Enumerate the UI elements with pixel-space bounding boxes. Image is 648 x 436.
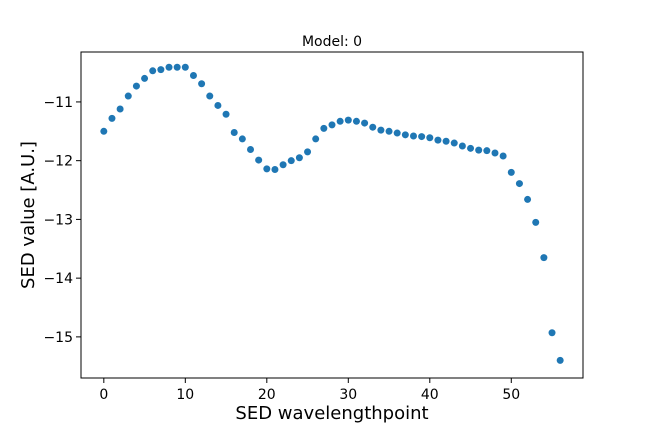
- data-point: [189, 72, 197, 79]
- data-point: [524, 195, 532, 203]
- data-point: [214, 101, 222, 109]
- data-point: [271, 165, 279, 173]
- y-tick-label: −13: [43, 212, 73, 228]
- data-point: [108, 114, 116, 122]
- y-tick-label: −12: [43, 154, 73, 170]
- data-point: [434, 136, 442, 144]
- x-tick-label: 20: [258, 387, 276, 403]
- y-axis-label: SED value [A.U.]: [18, 141, 39, 289]
- data-point: [149, 67, 157, 75]
- data-point: [475, 146, 483, 154]
- data-point: [165, 63, 173, 71]
- data-point: [385, 127, 393, 135]
- data-point: [100, 127, 108, 135]
- plot-frame: [80, 51, 584, 379]
- data-point: [206, 92, 214, 100]
- data-point: [238, 135, 246, 143]
- data-point: [116, 105, 124, 113]
- data-point: [499, 152, 507, 160]
- data-point: [409, 132, 417, 140]
- data-point: [540, 254, 548, 262]
- data-point: [548, 329, 556, 337]
- data-point: [450, 139, 458, 147]
- data-point: [263, 165, 271, 173]
- data-point: [507, 168, 515, 176]
- y-tick-label: −11: [43, 95, 73, 111]
- data-point: [467, 144, 475, 152]
- data-point: [426, 134, 434, 142]
- data-point: [141, 74, 149, 82]
- data-point: [377, 126, 385, 134]
- data-point: [255, 156, 263, 164]
- x-axis: 0 10 20 30 40 50: [99, 378, 520, 403]
- data-point: [181, 63, 189, 71]
- data-point: [320, 124, 328, 132]
- data-point: [532, 218, 540, 226]
- data-point: [173, 63, 181, 71]
- data-point: [458, 142, 466, 150]
- data-point: [198, 80, 206, 88]
- data-points: [100, 63, 564, 364]
- data-point: [312, 135, 320, 143]
- data-point: [336, 117, 344, 125]
- data-point: [515, 180, 523, 188]
- x-tick-label: 30: [339, 387, 357, 403]
- data-point: [247, 146, 255, 154]
- data-point: [556, 356, 564, 364]
- y-tick-label: −14: [43, 271, 73, 287]
- x-axis-label: SED wavelengthpoint: [235, 403, 428, 424]
- x-tick-label: 40: [421, 387, 439, 403]
- data-point: [132, 82, 140, 90]
- x-tick-label: 10: [176, 387, 194, 403]
- data-point: [222, 110, 230, 118]
- chart-title: Model: 0: [302, 34, 362, 50]
- x-tick-label: 50: [502, 387, 520, 403]
- data-point: [279, 161, 287, 169]
- data-point: [344, 116, 352, 124]
- data-point: [157, 66, 165, 74]
- data-point: [328, 121, 336, 129]
- data-point: [361, 119, 369, 127]
- data-point: [124, 92, 132, 100]
- data-point: [401, 131, 409, 139]
- data-point: [393, 129, 401, 137]
- data-point: [418, 133, 426, 141]
- data-point: [352, 117, 360, 125]
- y-tick-label: −15: [43, 330, 73, 346]
- data-point: [304, 148, 312, 156]
- data-point: [230, 128, 238, 136]
- data-point: [483, 147, 491, 155]
- data-point: [295, 154, 303, 162]
- data-point: [491, 149, 499, 157]
- data-point: [287, 157, 295, 165]
- data-point: [442, 137, 450, 145]
- x-tick-label: 0: [99, 387, 108, 403]
- data-point: [369, 123, 377, 131]
- y-axis: −11 −12 −13 −14 −15: [43, 95, 81, 346]
